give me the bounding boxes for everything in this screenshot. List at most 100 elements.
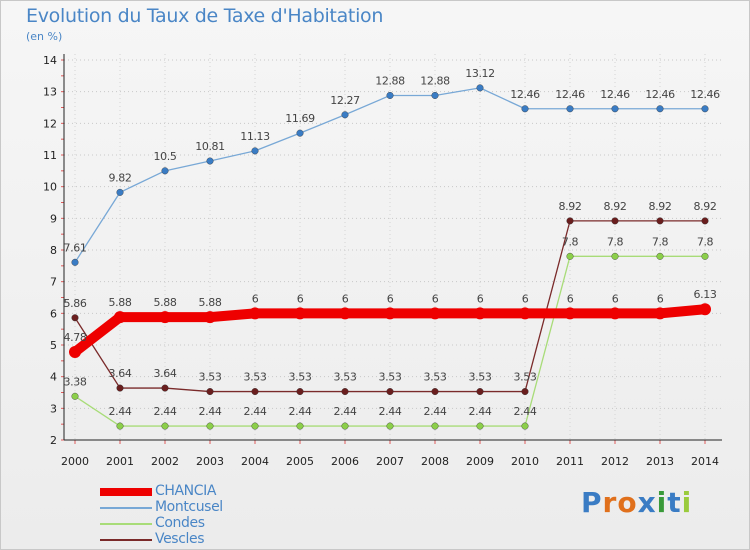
data-point: [341, 422, 349, 430]
data-label: 11.13: [240, 130, 270, 143]
x-tick-label: 2010: [511, 455, 539, 468]
data-label: 3.53: [244, 371, 267, 384]
data-label: 10.81: [195, 140, 225, 153]
data-point: [521, 422, 529, 430]
data-point: [431, 388, 439, 396]
data-label: 12.46: [555, 88, 585, 101]
data-point: [701, 217, 709, 225]
data-label: 10.5: [154, 150, 177, 163]
data-label: 6: [387, 292, 394, 305]
data-label: 2.44: [199, 405, 222, 418]
series-line-condes: [74, 255, 706, 427]
data-label: 3.38: [64, 375, 87, 388]
data-point: [386, 388, 394, 396]
logo-letter: r: [602, 486, 618, 519]
data-point: [71, 392, 79, 400]
data-point: [341, 388, 349, 396]
x-tick-label: 2004: [241, 455, 269, 468]
proxiti-logo: Proxiti: [581, 486, 692, 519]
x-tick-label: 2002: [151, 455, 179, 468]
y-tick-label: 14: [43, 54, 57, 67]
y-tick-label: 2: [50, 434, 57, 447]
data-label: 6: [342, 292, 349, 305]
chart-title: Evolution du Taux de Taxe d'Habitation: [26, 5, 384, 27]
data-point: [476, 422, 484, 430]
legend-swatch-vescles: [100, 539, 152, 541]
data-point: [476, 84, 484, 92]
data-point: [71, 314, 79, 322]
data-point: [251, 422, 259, 430]
x-tick-label: 2007: [376, 455, 404, 468]
y-tick-label: 3: [50, 402, 57, 415]
data-label: 8.92: [694, 200, 717, 213]
data-point: [431, 91, 439, 99]
data-label: 12.88: [375, 74, 405, 87]
data-point: [251, 388, 259, 396]
data-point: [474, 307, 486, 320]
data-point: [296, 129, 304, 137]
data-point: [566, 217, 574, 225]
data-point: [161, 422, 169, 430]
data-point: [476, 388, 484, 396]
data-label: 5.88: [199, 296, 222, 309]
data-label: 3.53: [514, 371, 537, 384]
data-point: [521, 388, 529, 396]
data-label: 2.44: [514, 405, 537, 418]
data-point: [656, 105, 664, 113]
series-layer: [69, 84, 711, 430]
data-label: 6: [567, 292, 574, 305]
data-label: 6: [297, 292, 304, 305]
data-label: 12.46: [600, 88, 630, 101]
y-tick-label: 10: [43, 181, 57, 194]
data-point: [71, 258, 79, 266]
data-point: [249, 307, 261, 320]
legend-label-chancia: CHANCIA: [155, 483, 217, 499]
data-point: [611, 252, 619, 260]
data-label: 7.61: [64, 241, 87, 254]
data-label: 7.8: [697, 235, 714, 248]
data-label: 5.88: [109, 296, 132, 309]
data-point: [294, 307, 306, 320]
label-layer: 4.78 5.88 5.88 5.88 6 6 6 6 6 6 6 6 6 6 6.13 7.61 9.82 10…: [64, 67, 721, 418]
y-tick-label: 4: [50, 371, 57, 384]
data-label: 8.92: [604, 200, 627, 213]
x-tick-label: 2006: [331, 455, 359, 468]
y-tick-label: 5: [50, 339, 57, 352]
data-point: [114, 311, 126, 324]
x-tick-label: 2011: [556, 455, 584, 468]
data-label: 11.69: [285, 112, 315, 125]
legend-label-vescles: Vescles: [155, 531, 205, 547]
x-tick-label: 2012: [601, 455, 629, 468]
data-label: 12.88: [420, 74, 450, 87]
y-tick-label: 8: [50, 244, 57, 257]
y-tick-label: 9: [50, 212, 57, 225]
data-point: [656, 252, 664, 260]
data-point: [566, 105, 574, 113]
data-point: [701, 252, 709, 260]
data-label: 8.92: [559, 200, 582, 213]
data-point: [69, 345, 81, 358]
logo-letter: x: [637, 486, 657, 519]
data-label: 8.92: [649, 200, 672, 213]
logo-letter: P: [581, 486, 603, 519]
logo-letter: i: [681, 486, 693, 519]
data-point: [429, 307, 441, 320]
y-tick-label: 11: [43, 149, 57, 162]
data-point: [161, 384, 169, 392]
data-label: 13.12: [465, 67, 495, 80]
data-point: [656, 217, 664, 225]
y-tick-label: 6: [50, 307, 57, 320]
data-point: [116, 188, 124, 196]
data-label: 3.53: [424, 371, 447, 384]
x-tick-label: 2009: [466, 455, 494, 468]
data-label: 3.53: [289, 371, 312, 384]
logo-letter: o: [617, 486, 638, 519]
data-label: 6: [612, 292, 619, 305]
legend-label-condes: Condes: [155, 515, 205, 531]
data-label: 2.44: [424, 405, 447, 418]
data-label: 2.44: [109, 405, 132, 418]
data-point: [341, 111, 349, 119]
x-tick-label: 2008: [421, 455, 449, 468]
data-label: 7.8: [652, 235, 669, 248]
